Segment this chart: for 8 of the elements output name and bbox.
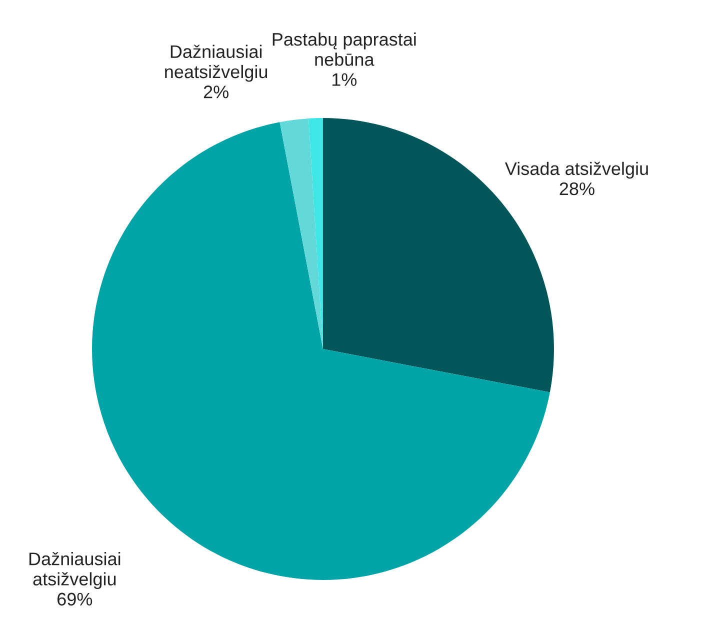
data-label: 1% (332, 73, 357, 86)
data-label: 69% (58, 592, 92, 606)
slice-label: Dažniausiai atsižvelgiu (29, 552, 120, 590)
data-label: 2% (204, 86, 228, 98)
data-label: 28% (560, 182, 594, 196)
slice-label: Visada atsižvelgiu (504, 162, 648, 179)
slice-label: Dažniausiai neatsižvelgiu (165, 44, 268, 82)
slice-label: Pastabų paprastai nebūna (272, 32, 416, 66)
